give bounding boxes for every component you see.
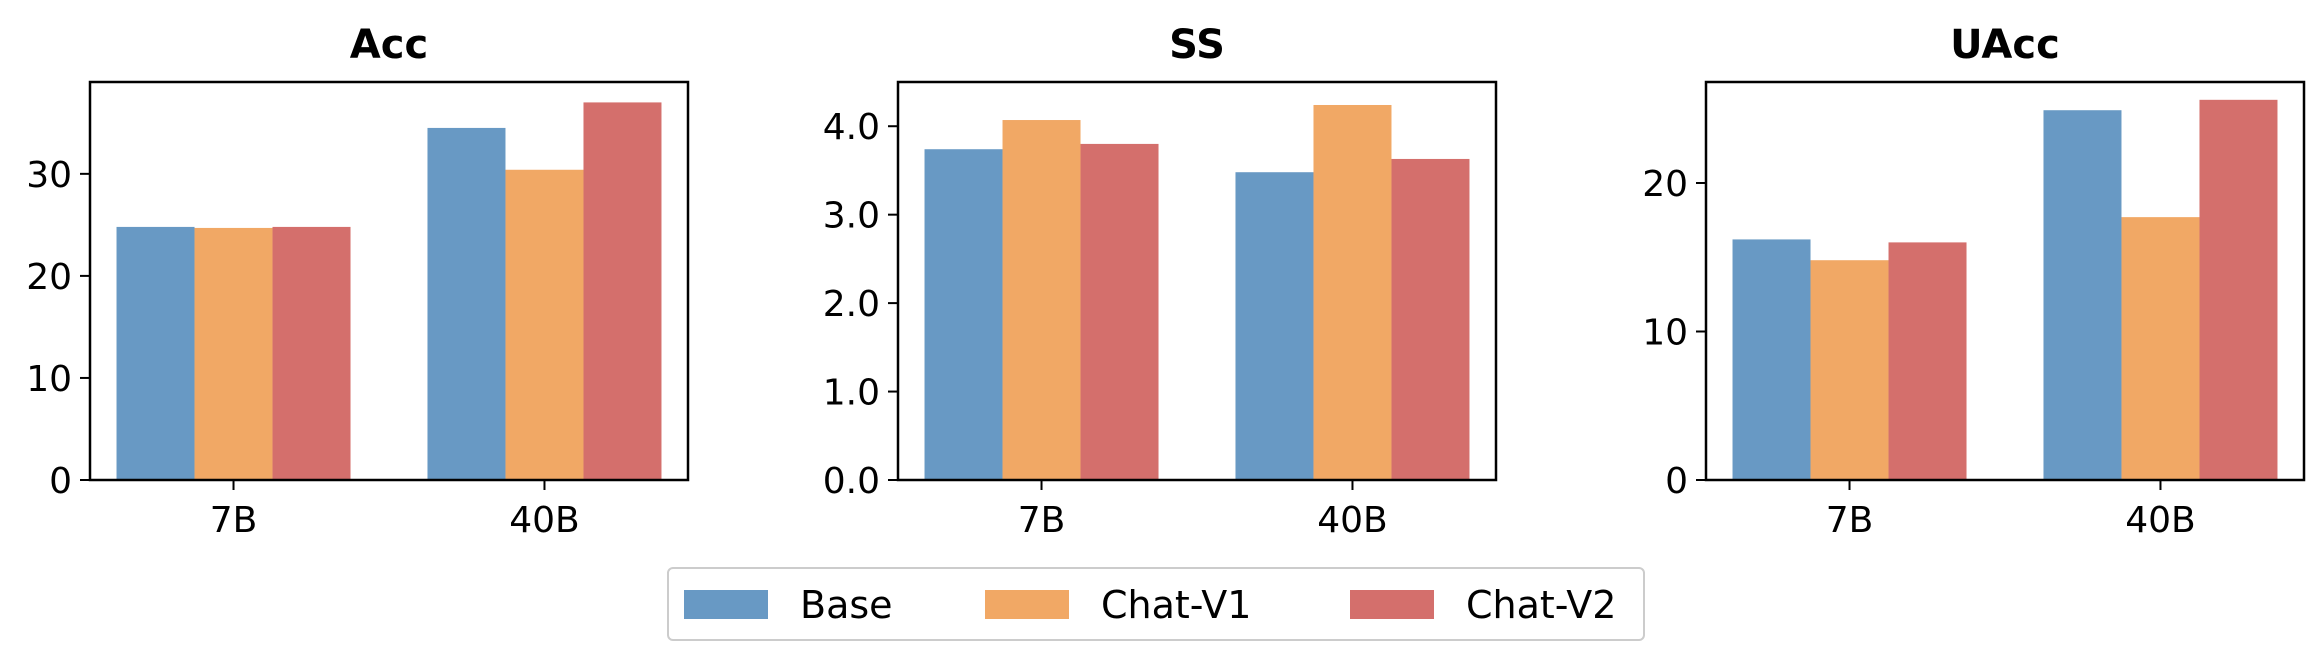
y-tick-label: 0.0 <box>823 461 880 502</box>
legend-swatch-chat-v1 <box>985 590 1069 619</box>
x-tick-label: 40B <box>509 500 580 541</box>
x-tick-label: 7B <box>210 500 258 541</box>
legend-frame <box>667 567 1645 641</box>
legend: Base Chat-V1 Chat-V2 <box>667 567 1645 641</box>
y-tick-label: 2.0 <box>823 284 880 325</box>
plot-frame <box>896 80 1498 482</box>
bar-base-40b <box>427 127 506 480</box>
bar-chat-v1-40b <box>505 169 584 480</box>
plot-frame <box>1704 80 2306 482</box>
legend-label-chat-v1: Chat-V1 <box>1101 583 1251 627</box>
y-tick-label: 4.0 <box>823 107 880 148</box>
bar-chat-v1-7b <box>194 227 273 480</box>
bar-chat-v1-7b <box>1810 260 1889 480</box>
bar-base-7b <box>116 226 195 480</box>
legend-swatch-chat-v2 <box>1350 590 1434 619</box>
bar-chat-v2-7b <box>1080 143 1159 480</box>
x-tick-label: 40B <box>1317 500 1388 541</box>
chart-panel-uacc: UAcc 0 10 20 7B 40B <box>1642 22 2306 541</box>
legend-swatch-base <box>684 590 768 619</box>
y-tick-label: 10 <box>26 359 72 400</box>
chart-title: UAcc <box>1950 22 2060 68</box>
bar-chat-v2-40b <box>1391 158 1470 481</box>
x-tick-label: 40B <box>2125 500 2196 541</box>
y-tick-label: 0 <box>1665 461 1688 502</box>
bar-base-7b <box>924 149 1003 480</box>
y-tick-label: 20 <box>1642 164 1688 205</box>
bar-base-40b <box>2043 110 2122 480</box>
y-tick-label: 3.0 <box>823 196 880 237</box>
x-tick-label: 7B <box>1826 500 1874 541</box>
y-tick-label: 0 <box>49 461 72 502</box>
bar-chat-v1-7b <box>1002 120 1081 480</box>
bar-chat-v2-7b <box>272 226 351 480</box>
y-tick-label: 30 <box>26 155 72 196</box>
bar-chat-v2-40b <box>2199 99 2278 480</box>
y-tick-label: 1.0 <box>823 373 880 414</box>
chart-panel-acc: Acc 0 10 20 30 7B 40B <box>26 22 690 541</box>
bar-chat-v2-40b <box>583 102 662 481</box>
chart-title: SS <box>1169 22 1225 68</box>
bar-chat-v1-40b <box>2121 217 2200 480</box>
legend-label-chat-v2: Chat-V2 <box>1466 583 1616 627</box>
bar-chat-v1-40b <box>1313 104 1392 481</box>
y-tick-label: 20 <box>26 257 72 298</box>
legend-label-base: Base <box>800 583 893 627</box>
plot-frame <box>88 80 690 482</box>
bar-chat-v2-7b <box>1888 242 1967 480</box>
bar-base-7b <box>1732 239 1811 480</box>
bar-base-40b <box>1235 172 1314 481</box>
chart-panel-ss: SS 0.0 1.0 2.0 3.0 4.0 7B 40B <box>823 22 1498 541</box>
y-tick-label: 10 <box>1642 312 1688 353</box>
x-tick-label: 7B <box>1018 500 1066 541</box>
chart-title: Acc <box>350 22 428 68</box>
